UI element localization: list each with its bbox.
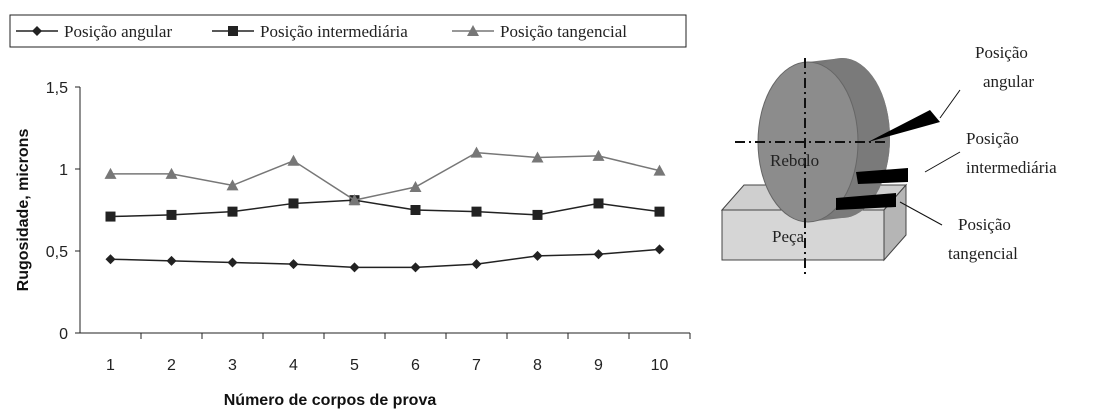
series-line: [111, 249, 660, 267]
x-axis-title: Número de corpos de prova: [224, 392, 437, 409]
x-tick-label: 7: [472, 357, 481, 374]
label-line: Posição: [975, 43, 1028, 62]
x-tick-label: 10: [651, 357, 669, 374]
marker: [471, 147, 483, 158]
y-axis-title: Rugosidade, microns: [15, 129, 32, 292]
y-tick-label: 1,5: [46, 80, 68, 97]
marker: [289, 198, 299, 208]
y-tick-label: 1: [59, 162, 68, 179]
label-line: Posição: [966, 129, 1019, 148]
label-line: angular: [983, 72, 1034, 91]
marker: [228, 207, 238, 217]
series-line: [111, 200, 660, 216]
legend-label: Posição intermediária: [260, 22, 408, 41]
marker: [411, 262, 421, 272]
marker: [350, 262, 360, 272]
marker: [106, 212, 116, 222]
diagram: Rebolo Peça Posição angular Posição inte…: [722, 43, 1057, 275]
marker: [655, 207, 665, 217]
label-line: tangencial: [948, 244, 1018, 263]
marker: [594, 198, 604, 208]
piece-label: Peça: [772, 227, 805, 246]
x-tick-label: 6: [411, 357, 420, 374]
x-tick-label: 3: [228, 357, 237, 374]
y-tick-label: 0,5: [46, 244, 68, 261]
label-line: intermediária: [966, 158, 1057, 177]
x-tick-label: 1: [106, 357, 115, 374]
marker: [167, 210, 177, 220]
marker: [655, 244, 665, 254]
label-line: Posição: [958, 215, 1011, 234]
legend-label: Posição angular: [64, 22, 172, 41]
x-tick-label: 2: [167, 357, 176, 374]
marker: [594, 249, 604, 259]
y-tick-label: 0: [59, 326, 68, 343]
x-tick-label: 4: [289, 357, 298, 374]
marker: [472, 207, 482, 217]
x-tick-label: 5: [350, 357, 359, 374]
series-line: [111, 153, 660, 201]
marker: [167, 256, 177, 266]
marker: [228, 257, 238, 267]
marker: [472, 259, 482, 269]
x-tick-label: 9: [594, 357, 603, 374]
marker: [289, 259, 299, 269]
marker: [410, 181, 422, 192]
marker: [533, 210, 543, 220]
marker: [533, 251, 543, 261]
legend-marker: [32, 26, 42, 36]
legend-label: Posição tangencial: [500, 22, 627, 41]
x-tick-label: 8: [533, 357, 542, 374]
marker: [411, 205, 421, 215]
wheel-label: Rebolo: [770, 151, 819, 170]
leader: [940, 90, 960, 118]
marker: [288, 155, 300, 166]
legend-marker: [228, 26, 238, 36]
leader: [925, 152, 960, 172]
marker: [106, 254, 116, 264]
figure: Rebolo Peça Posição angular Posição inte…: [0, 0, 1097, 418]
